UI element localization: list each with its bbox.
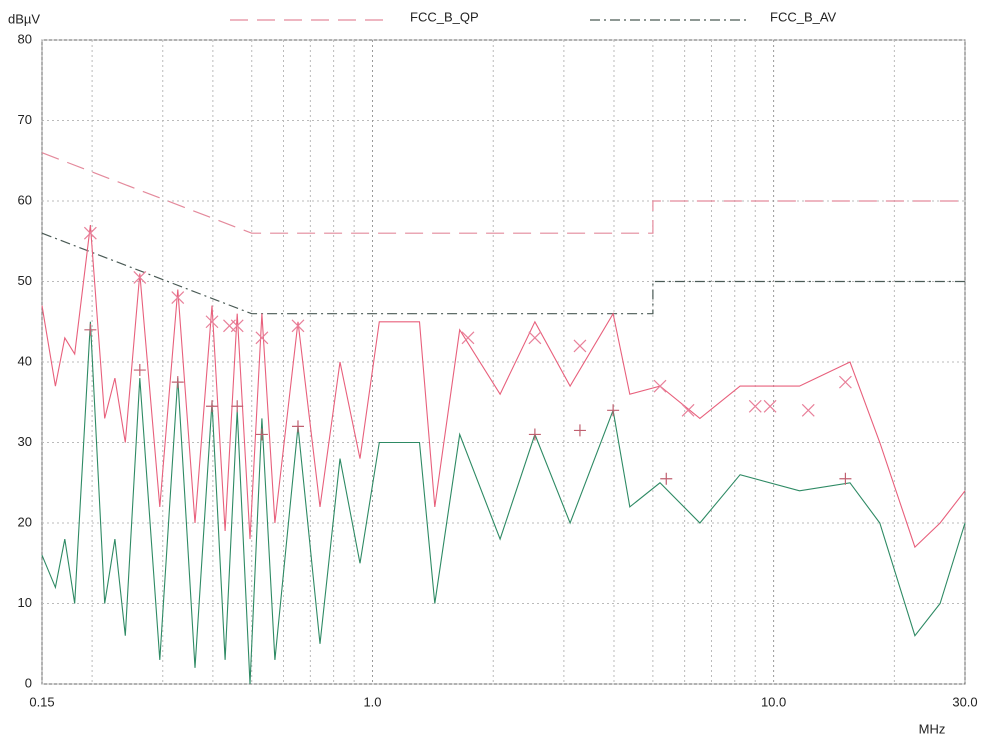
marker [84, 323, 97, 336]
marker [838, 375, 852, 389]
marker [205, 400, 218, 413]
marker [133, 271, 147, 284]
marker [171, 376, 184, 389]
y-tick-label: 10 [18, 595, 32, 610]
marker [748, 399, 762, 413]
y-tick-label: 20 [18, 514, 32, 529]
marker [573, 339, 587, 353]
marker [653, 379, 667, 393]
marker [171, 291, 185, 305]
x-tick-label: 1.0 [363, 694, 381, 709]
marker [528, 331, 542, 345]
marker [573, 424, 586, 437]
y-tick-label: 80 [18, 31, 32, 46]
marker [839, 472, 852, 485]
legend-label: FCC_B_QP [410, 9, 479, 24]
y-tick-label: 50 [18, 273, 32, 288]
limit-line [41, 232, 965, 315]
marker [255, 331, 269, 345]
marker [133, 364, 146, 377]
marker [83, 226, 97, 240]
marker [255, 428, 268, 441]
y-axis-label: dBµV [8, 11, 40, 26]
marker [607, 404, 620, 417]
y-tick-label: 30 [18, 434, 32, 449]
marker [231, 400, 244, 413]
marker [681, 403, 695, 417]
y-tick-label: 0 [25, 675, 32, 690]
marker [461, 331, 475, 345]
y-tick-label: 40 [18, 353, 32, 368]
x-axis-label: MHz [919, 721, 946, 736]
trace [41, 225, 966, 549]
marker [660, 472, 673, 485]
marker [230, 319, 244, 333]
x-tick-label: 0.15 [29, 694, 54, 709]
marker [801, 403, 815, 417]
limit-line [41, 152, 965, 234]
marker [528, 428, 541, 441]
legend-label: FCC_B_AV [770, 9, 837, 24]
marker [205, 315, 219, 329]
y-tick-label: 60 [18, 192, 32, 207]
x-tick-label: 30.0 [952, 694, 977, 709]
marker [291, 420, 304, 433]
marker [291, 319, 305, 333]
trace [41, 321, 966, 685]
x-tick-label: 10.0 [761, 694, 786, 709]
marker [763, 399, 777, 413]
y-tick-label: 70 [18, 112, 32, 127]
